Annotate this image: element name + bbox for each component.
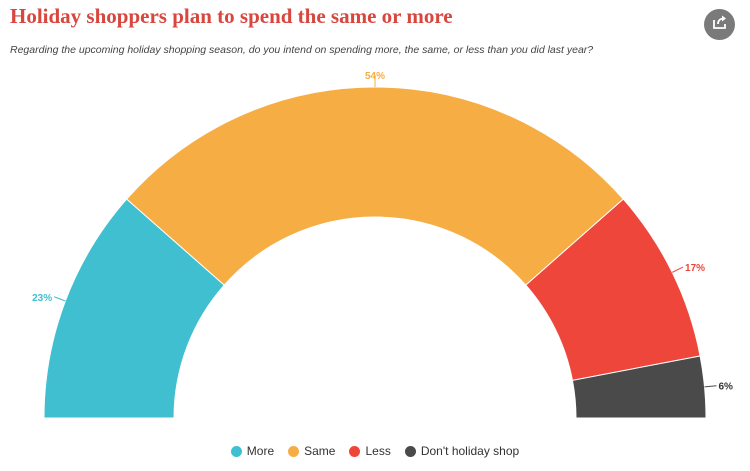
legend-label: Don't holiday shop [420,444,520,458]
chart-title: Holiday shoppers plan to spend the same … [10,4,453,28]
label-leader-line [672,266,684,273]
semi-donut-chart: 23% 54% 17% 6% [32,71,733,419]
label-leader-line [53,296,66,302]
data-label: 23% [32,293,52,304]
data-label: 17% [685,263,705,274]
legend-label: Less [365,444,391,458]
legend-label: More [246,444,275,458]
label-leader-line [704,385,717,388]
share-button[interactable] [704,9,735,40]
legend-swatch [349,445,361,457]
legend-label: Same [304,444,336,458]
legend-item[interactable]: Don't holiday shop [404,444,520,458]
legend-swatch [404,445,416,457]
legend-item[interactable]: Less [349,444,391,458]
data-label: 54% [365,71,385,82]
chart-legend: More Same Less Don't holiday shop [0,444,750,458]
legend-swatch [288,445,300,457]
donut-segment-same[interactable] [126,86,624,286]
legend-item[interactable]: Same [288,444,335,458]
donut-segment-don-t-holiday-shop[interactable] [571,355,707,419]
legend-swatch [230,445,242,457]
data-label: 6% [718,382,733,393]
legend-item[interactable]: More [230,444,275,458]
chart-subtitle: Regarding the upcoming holiday shopping … [10,44,594,56]
share-icon [712,14,728,35]
